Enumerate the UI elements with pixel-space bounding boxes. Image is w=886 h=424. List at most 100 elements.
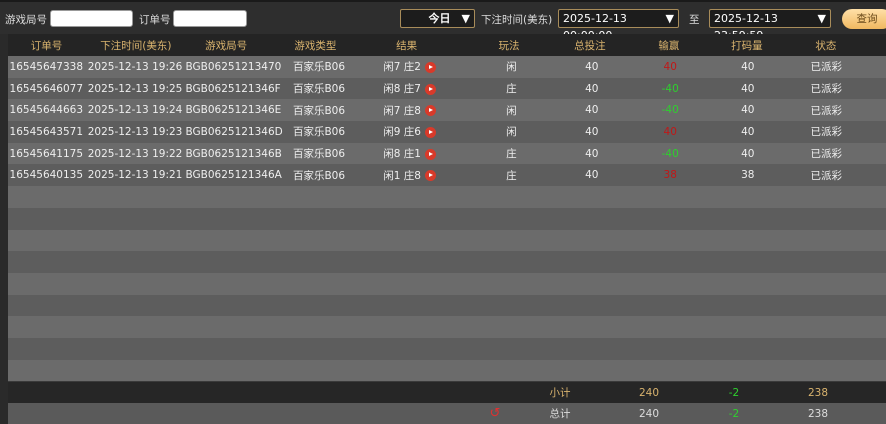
cell-text: 百家乐B06 xyxy=(292,148,346,161)
cell-text: 40 xyxy=(663,125,677,138)
summary-label: 小计 xyxy=(549,387,571,399)
play-video-icon[interactable] xyxy=(424,170,436,182)
cell: 16545643571 xyxy=(8,126,85,138)
refresh-icon[interactable]: ↺ xyxy=(489,406,501,421)
cell: 40 xyxy=(572,61,611,73)
cell: BGB0625121346F xyxy=(185,83,280,95)
cell: 40 xyxy=(611,61,729,73)
start-time-select[interactable]: 2025-12-13 00:00:00▼ xyxy=(558,9,679,42)
play-video-icon[interactable] xyxy=(424,148,436,160)
cell: 40 xyxy=(611,126,729,138)
cell-text: 已派彩 xyxy=(810,83,842,96)
table-row[interactable]: 16545641175 2025-12-13 19:22 BGB0625121346… xyxy=(8,142,886,165)
cell: -40 xyxy=(611,104,729,116)
empty-row xyxy=(8,229,886,252)
cell-text: 40 xyxy=(585,169,599,182)
cell: 40 xyxy=(572,83,611,95)
column-header: 下注时间(美东) xyxy=(100,39,172,52)
table-row[interactable]: 16545640135 2025-12-13 19:21 BGB0625121346… xyxy=(8,164,886,187)
cell-text: 40 xyxy=(585,82,599,95)
cell: -40 xyxy=(611,148,729,160)
cell-text: 已派彩 xyxy=(810,148,842,161)
cell: 已派彩 xyxy=(766,146,886,161)
cell-text: -40 xyxy=(661,104,679,117)
cell-text: -40 xyxy=(661,82,679,95)
cell: 40 xyxy=(572,148,611,160)
cell-text: 40 xyxy=(741,104,755,117)
play-video-icon[interactable] xyxy=(424,83,436,95)
cell-text: 闲7 庄2 xyxy=(383,61,421,74)
cell: 闲 xyxy=(451,59,572,74)
cell: 2025-12-13 19:22 xyxy=(85,148,186,160)
cell: 百家乐B06 xyxy=(269,81,368,96)
chevron-down-icon: ▼ xyxy=(817,12,826,25)
cell-text: 40 xyxy=(741,82,755,95)
cell: 16545640135 xyxy=(8,169,85,181)
cell: 40 xyxy=(572,104,611,116)
cell: 38 xyxy=(729,169,766,181)
summary-win: -2 xyxy=(728,386,740,399)
cell-text: 已派彩 xyxy=(810,104,842,117)
cell: 16545647338 xyxy=(8,61,85,73)
cell-text: BGB06251213470 xyxy=(185,60,282,73)
cell-text: 已派彩 xyxy=(810,169,842,182)
cell-text: 已派彩 xyxy=(810,126,842,139)
cell-text: 40 xyxy=(585,104,599,117)
empty-row xyxy=(8,272,886,295)
cell: 已派彩 xyxy=(766,59,886,74)
empty-row xyxy=(8,294,886,317)
table-row[interactable]: 16545644663 2025-12-13 19:24 BGB0625121346… xyxy=(8,99,886,122)
cell: 庄 xyxy=(451,81,572,96)
play-video-icon[interactable] xyxy=(424,61,436,73)
cell-text: BGB0625121346D xyxy=(185,125,283,138)
order-input[interactable] xyxy=(173,10,247,27)
cell: 2025-12-13 19:23 xyxy=(85,126,186,138)
cell-text: 16545644663 xyxy=(9,104,84,117)
round-label: 游戏局号 xyxy=(5,14,47,26)
cell: 闲1 庄8 xyxy=(369,168,451,183)
table-row[interactable]: 16545647338 2025-12-13 19:26 BGB0625121347… xyxy=(8,56,886,78)
cell: 40 xyxy=(729,148,766,160)
cell: 闲9 庄6 xyxy=(369,124,451,139)
cell: 已派彩 xyxy=(766,124,886,139)
cell-text: 闲1 庄8 xyxy=(383,169,421,182)
left-edge xyxy=(0,34,8,424)
cell-text: 已派彩 xyxy=(810,61,842,74)
cell: 已派彩 xyxy=(766,103,886,118)
cell-text: 16545646077 xyxy=(9,82,84,95)
order-label: 订单号 xyxy=(139,14,171,26)
column-header: 结果 xyxy=(396,39,418,52)
summary-label: 总计 xyxy=(549,408,571,420)
cell: 16545646077 xyxy=(8,83,85,95)
column-header: 游戏局号 xyxy=(205,39,248,52)
table-row[interactable]: 16545646077 2025-12-13 19:25 BGB0625121346… xyxy=(8,77,886,100)
round-input[interactable] xyxy=(50,10,133,27)
period-select[interactable]: 今日 ▼ xyxy=(400,9,475,28)
query-button[interactable]: 查询 xyxy=(842,9,886,29)
cell: 16545644663 xyxy=(8,104,85,116)
cell-text: 40 xyxy=(741,125,755,138)
cell-text: BGB0625121346E xyxy=(185,104,282,117)
cell-text: 16545643571 xyxy=(9,125,84,138)
cell: 已派彩 xyxy=(766,81,886,96)
table-row[interactable]: 16545643571 2025-12-13 19:23 BGB0625121346… xyxy=(8,121,886,143)
bet-table: 订单号 下注时间(美东) 游戏局号 游戏类型 结果 玩法 总投注 输赢 打码量 状态 165456… xyxy=(8,34,886,382)
cell-text: 百家乐B06 xyxy=(292,104,346,117)
cell-text: 百家乐B06 xyxy=(292,61,346,74)
cell-text: 40 xyxy=(741,147,755,160)
column-header: 输赢 xyxy=(658,39,680,52)
cell-text: 40 xyxy=(585,147,599,160)
column-header: 订单号 xyxy=(30,39,63,52)
cell: 38 xyxy=(611,169,729,181)
play-video-icon[interactable] xyxy=(424,105,436,117)
cell: BGB0625121346E xyxy=(185,104,281,116)
cell-text: 2025-12-13 19:26 xyxy=(87,60,183,73)
cell: 百家乐B06 xyxy=(269,59,368,74)
cell-text: 2025-12-13 19:25 xyxy=(87,82,183,95)
end-time-select[interactable]: 2025-12-13 23:59:59▼ xyxy=(709,9,831,42)
empty-row xyxy=(8,251,886,273)
cell-text: BGB0625121346A xyxy=(185,169,282,182)
cell-text: 2025-12-13 19:21 xyxy=(87,169,183,182)
empty-row xyxy=(8,207,886,230)
play-video-icon[interactable] xyxy=(424,126,436,138)
